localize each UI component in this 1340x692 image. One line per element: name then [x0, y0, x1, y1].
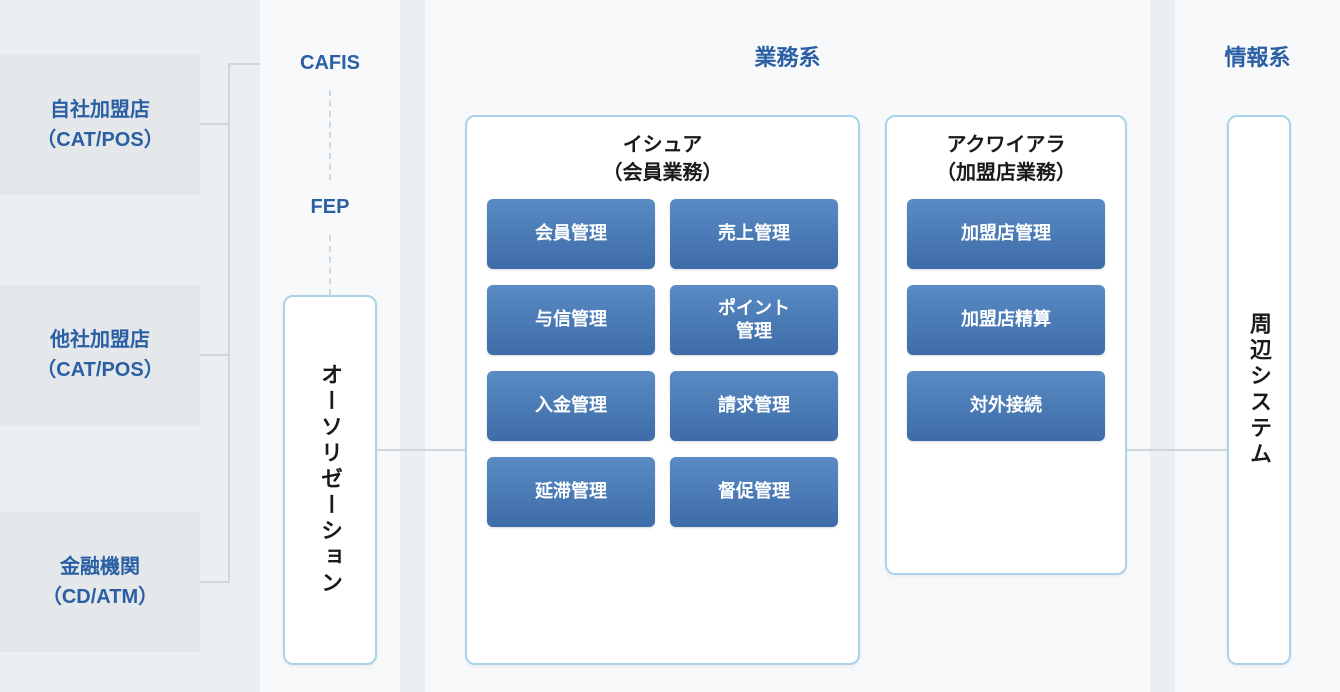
- issuer-item-6: 延滞管理: [487, 457, 655, 527]
- acquirer-item-0: 加盟店管理: [907, 199, 1105, 269]
- label-fep: FEP: [260, 196, 400, 219]
- conn-h-fin: [200, 581, 230, 583]
- peripheral-label: 周辺システム: [1229, 117, 1289, 663]
- panel-issuer: イシュア （会員業務） 会員管理 売上管理 与信管理 ポイント 管理 入金管理 …: [465, 115, 860, 665]
- conn-v-to-cafis: [228, 63, 230, 125]
- panel-acquirer: アクワイアラ （加盟店業務） 加盟店管理 加盟店精算 対外接続: [885, 115, 1127, 575]
- panel-issuer-title: イシュア （会員業務）: [467, 117, 858, 199]
- issuer-title-1: イシュア: [623, 134, 703, 156]
- dash-fep-auth: [329, 235, 331, 295]
- conn-h-to-cafis: [228, 63, 260, 65]
- box-authorization: オーソリゼーション: [283, 295, 377, 665]
- acquirer-grid: 加盟店管理 加盟店精算 対外接続: [887, 199, 1125, 461]
- issuer-item-2: 与信管理: [487, 285, 655, 355]
- acquirer-title-2: （加盟店業務）: [936, 162, 1076, 184]
- issuer-item-1: 売上管理: [670, 199, 838, 269]
- box-own-merchant: 自社加盟店 （CAT/POS）: [0, 55, 200, 195]
- box-other-merchant-label: 他社加盟店 （CAT/POS）: [36, 325, 163, 385]
- issuer-item-3: ポイント 管理: [670, 285, 838, 355]
- label-cafis: CAFIS: [260, 52, 400, 75]
- conn-auth-business: [377, 449, 465, 451]
- header-business: 業務系: [425, 40, 1150, 72]
- conn-h-own: [200, 123, 230, 125]
- acquirer-item-1: 加盟店精算: [907, 285, 1105, 355]
- box-peripheral: 周辺システム: [1227, 115, 1291, 665]
- authorization-label: オーソリゼーション: [285, 297, 375, 663]
- box-financial: 金融機関 （CD/ATM）: [0, 512, 200, 652]
- issuer-item-7: 督促管理: [670, 457, 838, 527]
- conn-h-other: [200, 354, 230, 356]
- panel-acquirer-title: アクワイアラ （加盟店業務）: [887, 117, 1125, 199]
- issuer-item-5: 請求管理: [670, 371, 838, 441]
- issuer-grid: 会員管理 売上管理 与信管理 ポイント 管理 入金管理 請求管理 延滞管理 督促…: [467, 199, 858, 547]
- conn-business-info: [1127, 449, 1227, 451]
- issuer-title-2: （会員業務）: [603, 162, 723, 184]
- issuer-item-0: 会員管理: [487, 199, 655, 269]
- acquirer-item-2: 対外接続: [907, 371, 1105, 441]
- box-other-merchant: 他社加盟店 （CAT/POS）: [0, 285, 200, 425]
- dash-cafis-fep: [329, 90, 331, 180]
- box-own-merchant-label: 自社加盟店 （CAT/POS）: [36, 95, 163, 155]
- acquirer-title-1: アクワイアラ: [947, 134, 1066, 156]
- conn-v-bracket: [228, 123, 230, 583]
- box-financial-label: 金融機関 （CD/ATM）: [42, 552, 158, 612]
- header-info: 情報系: [1175, 40, 1340, 72]
- issuer-item-4: 入金管理: [487, 371, 655, 441]
